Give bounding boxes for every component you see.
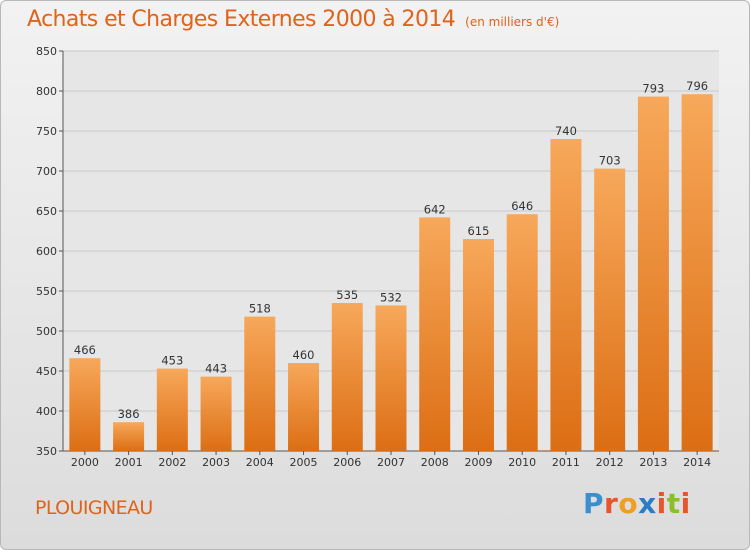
x-tick-label: 2014 [683, 456, 711, 469]
logo-letter: r [604, 487, 619, 520]
logo-letter: i [656, 487, 667, 520]
proxiti-logo: Proxiti [583, 487, 691, 520]
x-tick-label: 2010 [508, 456, 536, 469]
data-label: 466 [74, 343, 96, 357]
x-tick-label: 2003 [202, 456, 230, 469]
x-tick-label: 2005 [290, 456, 318, 469]
bar [637, 96, 669, 451]
data-label: 460 [293, 348, 315, 362]
y-tick-label: 850 [36, 45, 57, 58]
y-tick-label: 800 [36, 85, 57, 98]
x-tick-label: 2006 [333, 456, 361, 469]
bar [200, 376, 232, 451]
data-label: 796 [686, 79, 708, 93]
bar [375, 305, 407, 451]
data-label: 642 [424, 202, 446, 216]
bar [156, 368, 188, 451]
logo-letter: t [666, 487, 681, 520]
x-tick-label: 2001 [115, 456, 143, 469]
data-label: 532 [380, 290, 402, 304]
data-label: 453 [161, 354, 183, 368]
logo-letter: x [638, 487, 657, 520]
x-tick-label: 2012 [596, 456, 624, 469]
data-label: 646 [511, 199, 533, 213]
x-tick-label: 2007 [377, 456, 405, 469]
data-label: 443 [205, 362, 227, 376]
bar [288, 363, 320, 451]
x-tick-label: 2009 [464, 456, 492, 469]
logo-letter: o [618, 487, 639, 520]
chart-title: Achats et Charges Externes 2000 à 2014 (e… [27, 7, 559, 32]
bar [419, 217, 451, 451]
chart-subtitle: (en milliers d'€) [465, 15, 560, 29]
x-tick-label: 2013 [639, 456, 667, 469]
data-label: 386 [118, 407, 140, 421]
y-tick-label: 750 [36, 125, 57, 138]
x-tick-label: 2008 [421, 456, 449, 469]
bar [331, 303, 363, 451]
x-tick-label: 2004 [246, 456, 274, 469]
x-tick-label: 2000 [71, 456, 99, 469]
y-tick-label: 400 [36, 405, 57, 418]
bar [506, 214, 538, 451]
y-tick-label: 550 [36, 285, 57, 298]
y-tick-label: 600 [36, 245, 57, 258]
bar [113, 422, 145, 451]
bar [681, 94, 713, 451]
bar [550, 139, 582, 451]
bar [244, 316, 276, 451]
data-label: 615 [467, 224, 489, 238]
x-tick-label: 2011 [552, 456, 580, 469]
bar [462, 239, 494, 451]
logo-letter: i [680, 487, 691, 520]
y-tick-label: 450 [36, 365, 57, 378]
bar [594, 168, 626, 451]
y-tick-label: 650 [36, 205, 57, 218]
data-label: 703 [599, 154, 621, 168]
data-label: 535 [336, 288, 358, 302]
y-tick-label: 700 [36, 165, 57, 178]
x-tick-label: 2002 [158, 456, 186, 469]
data-label: 740 [555, 124, 577, 138]
place-name: PLOUIGNEAU [35, 497, 153, 519]
bar [69, 358, 101, 451]
data-label: 518 [249, 302, 271, 316]
y-tick-label: 350 [36, 445, 57, 458]
chart-title-text: Achats et Charges Externes 2000 à 2014 [27, 7, 456, 32]
logo-letter: P [583, 487, 605, 520]
y-tick-label: 500 [36, 325, 57, 338]
data-label: 793 [642, 82, 664, 96]
